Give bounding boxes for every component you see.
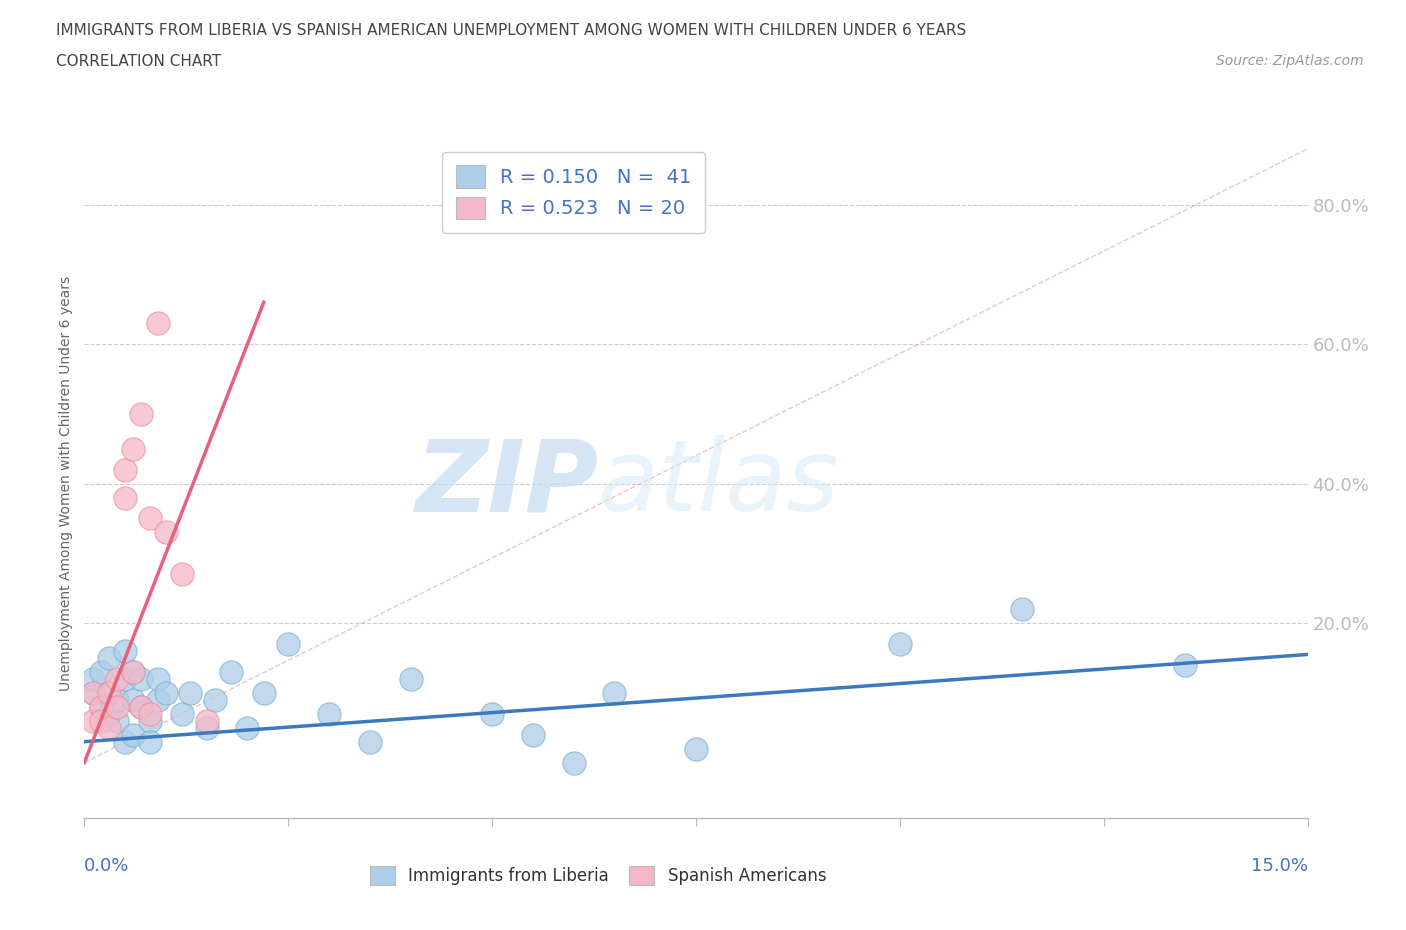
Point xyxy=(90,664,112,679)
Point xyxy=(90,699,112,714)
Point xyxy=(97,651,120,666)
Point xyxy=(82,685,104,700)
Point xyxy=(138,512,160,526)
Point xyxy=(359,735,381,750)
Point xyxy=(105,692,128,707)
Point xyxy=(146,671,169,686)
Point xyxy=(195,720,218,735)
Point xyxy=(122,692,145,707)
Point xyxy=(131,671,153,686)
Point xyxy=(146,692,169,707)
Point xyxy=(155,685,177,700)
Point xyxy=(138,707,160,722)
Point xyxy=(114,490,136,505)
Text: ZIP: ZIP xyxy=(415,435,598,532)
Point xyxy=(236,720,259,735)
Point xyxy=(204,692,226,707)
Point xyxy=(105,713,128,728)
Point xyxy=(122,664,145,679)
Y-axis label: Unemployment Among Women with Children Under 6 years: Unemployment Among Women with Children U… xyxy=(59,276,73,691)
Point xyxy=(481,707,503,722)
Point xyxy=(138,735,160,750)
Point xyxy=(90,699,112,714)
Point xyxy=(195,713,218,728)
Point xyxy=(131,699,153,714)
Point xyxy=(82,671,104,686)
Point xyxy=(522,727,544,742)
Point xyxy=(114,462,136,477)
Point xyxy=(131,406,153,421)
Point xyxy=(97,720,120,735)
Point xyxy=(114,644,136,658)
Point xyxy=(685,741,707,756)
Point xyxy=(603,685,626,700)
Point xyxy=(122,442,145,457)
Point xyxy=(90,713,112,728)
Point xyxy=(1011,602,1033,617)
Point xyxy=(155,525,177,539)
Point xyxy=(82,713,104,728)
Point xyxy=(219,664,242,679)
Point xyxy=(562,755,585,770)
Point xyxy=(114,671,136,686)
Text: atlas: atlas xyxy=(598,435,839,532)
Point xyxy=(146,316,169,331)
Point xyxy=(277,636,299,651)
Point xyxy=(105,699,128,714)
Text: IMMIGRANTS FROM LIBERIA VS SPANISH AMERICAN UNEMPLOYMENT AMONG WOMEN WITH CHILDR: IMMIGRANTS FROM LIBERIA VS SPANISH AMERI… xyxy=(56,23,966,38)
Point xyxy=(172,707,194,722)
Point xyxy=(1174,658,1197,672)
Point xyxy=(97,685,120,700)
Text: CORRELATION CHART: CORRELATION CHART xyxy=(56,54,221,69)
Text: 15.0%: 15.0% xyxy=(1250,857,1308,875)
Text: 0.0%: 0.0% xyxy=(84,857,129,875)
Point xyxy=(122,664,145,679)
Text: Source: ZipAtlas.com: Source: ZipAtlas.com xyxy=(1216,54,1364,68)
Point xyxy=(114,735,136,750)
Point xyxy=(97,707,120,722)
Point xyxy=(131,699,153,714)
Point xyxy=(172,566,194,582)
Point xyxy=(318,707,340,722)
Point xyxy=(138,713,160,728)
Point xyxy=(253,685,276,700)
Legend: Immigrants from Liberia, Spanish Americans: Immigrants from Liberia, Spanish America… xyxy=(359,855,838,897)
Point xyxy=(889,636,911,651)
Point xyxy=(97,685,120,700)
Point xyxy=(179,685,201,700)
Point xyxy=(105,671,128,686)
Point xyxy=(399,671,422,686)
Point xyxy=(82,685,104,700)
Point xyxy=(122,727,145,742)
